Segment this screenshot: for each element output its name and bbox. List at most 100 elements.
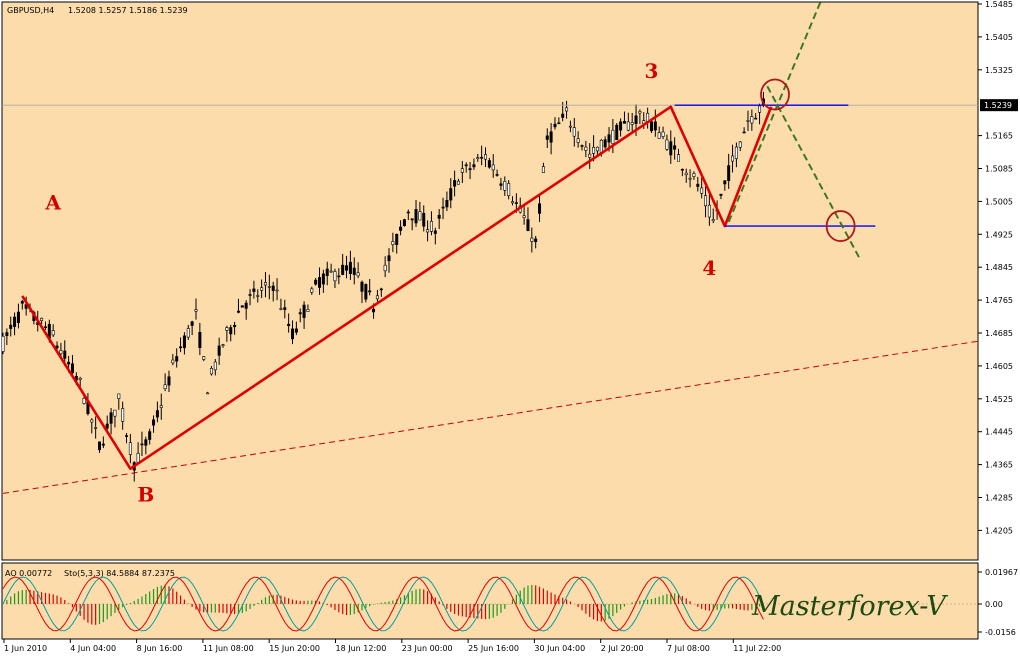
- candle: [302, 301, 306, 329]
- indicator-tick-label: 0.01967: [985, 568, 1018, 577]
- candle: [402, 218, 406, 227]
- candle: [310, 286, 314, 295]
- candle-body: [229, 327, 233, 335]
- candle-body: [283, 307, 287, 310]
- candle-body: [723, 180, 727, 185]
- wave-label: A: [44, 190, 61, 214]
- candle: [746, 110, 750, 131]
- candle-body: [541, 166, 545, 173]
- candle: [1, 332, 5, 355]
- candle: [198, 322, 202, 356]
- candle-body: [507, 183, 511, 196]
- candle: [16, 303, 20, 329]
- candle: [487, 157, 491, 169]
- candle: [337, 268, 341, 285]
- candle: [51, 324, 55, 337]
- candle-body: [441, 206, 445, 209]
- candle: [414, 199, 418, 227]
- candle: [723, 180, 727, 191]
- candle-body: [707, 204, 711, 218]
- candle-body: [665, 139, 669, 150]
- candle-body: [375, 295, 379, 300]
- candle: [186, 324, 190, 340]
- candle-body: [310, 288, 314, 293]
- candle: [429, 211, 433, 236]
- candle-body: [595, 146, 599, 152]
- time-tick-label: 30 Jun 04:00: [534, 644, 585, 653]
- price-tick-label: 1.4285: [985, 494, 1013, 503]
- candle-body: [140, 443, 144, 446]
- candle: [507, 180, 511, 200]
- price-tick-label: 1.4445: [985, 428, 1013, 437]
- candle-body: [383, 264, 387, 272]
- candle: [90, 418, 94, 434]
- candle-body: [410, 218, 414, 221]
- candle: [538, 193, 542, 222]
- price-tick-label: 1.4525: [985, 395, 1013, 404]
- current-price-box: [980, 99, 1018, 112]
- candle-body: [758, 105, 762, 113]
- candle: [236, 298, 240, 314]
- candle: [271, 281, 275, 302]
- candle-body: [619, 121, 623, 131]
- candle: [565, 100, 569, 119]
- candle: [638, 109, 642, 125]
- candle-body: [734, 146, 738, 159]
- candle: [94, 416, 98, 439]
- chart-ohlc-label: 1.5208 1.5257 1.5186 1.5239: [68, 6, 188, 15]
- time-tick-label: 15 Jun 20:00: [269, 644, 320, 653]
- price-tick-label: 1.4685: [985, 329, 1013, 338]
- candle: [499, 177, 503, 191]
- candle-body: [198, 332, 202, 348]
- candle: [653, 109, 657, 137]
- candle-body: [263, 282, 267, 286]
- candle: [356, 262, 360, 279]
- candle-body: [59, 350, 63, 355]
- candle: [244, 300, 248, 320]
- candle-body: [746, 120, 750, 122]
- candle: [734, 142, 738, 168]
- candle-body: [561, 113, 565, 118]
- time-tick-label: 23 Jun 00:00: [402, 644, 453, 653]
- candle: [70, 355, 74, 376]
- brand-watermark: Masterforex-V: [751, 591, 948, 622]
- candle-body: [260, 287, 264, 291]
- time-tick-label: 18 Jun 12:00: [336, 644, 387, 653]
- candle: [233, 321, 237, 335]
- current-price-label: 1.5239: [984, 101, 1012, 110]
- candle-body: [78, 377, 82, 380]
- candle: [441, 197, 445, 220]
- candle-body: [194, 309, 198, 312]
- candle-body: [483, 154, 487, 160]
- candle-body: [136, 452, 140, 463]
- candle-body: [719, 193, 723, 196]
- price-tick-label: 1.5325: [985, 66, 1013, 75]
- candle: [483, 147, 487, 168]
- candle-body: [565, 107, 569, 112]
- candle-body: [580, 145, 584, 147]
- candle: [665, 134, 669, 151]
- candle: [750, 109, 754, 131]
- candle: [40, 317, 44, 325]
- candle: [742, 127, 746, 134]
- candle-body: [622, 120, 626, 124]
- candle-body: [464, 164, 468, 167]
- candle: [287, 313, 291, 333]
- candle-body: [302, 304, 306, 318]
- indicator-tick-label: 0.00: [985, 600, 1003, 609]
- candle-body: [248, 294, 252, 296]
- candle: [333, 268, 337, 289]
- candle-body: [684, 172, 688, 176]
- candle: [221, 343, 225, 348]
- candle-body: [221, 344, 225, 346]
- candle: [345, 255, 349, 279]
- candle-body: [51, 330, 55, 336]
- candle-body: [360, 281, 364, 292]
- candle: [426, 220, 430, 242]
- candle-body: [117, 393, 121, 399]
- candle: [576, 131, 580, 148]
- candle: [549, 123, 553, 155]
- candle: [171, 354, 175, 366]
- candle-body: [329, 270, 333, 273]
- ao-indicator-label: AO 0.00772: [5, 569, 52, 578]
